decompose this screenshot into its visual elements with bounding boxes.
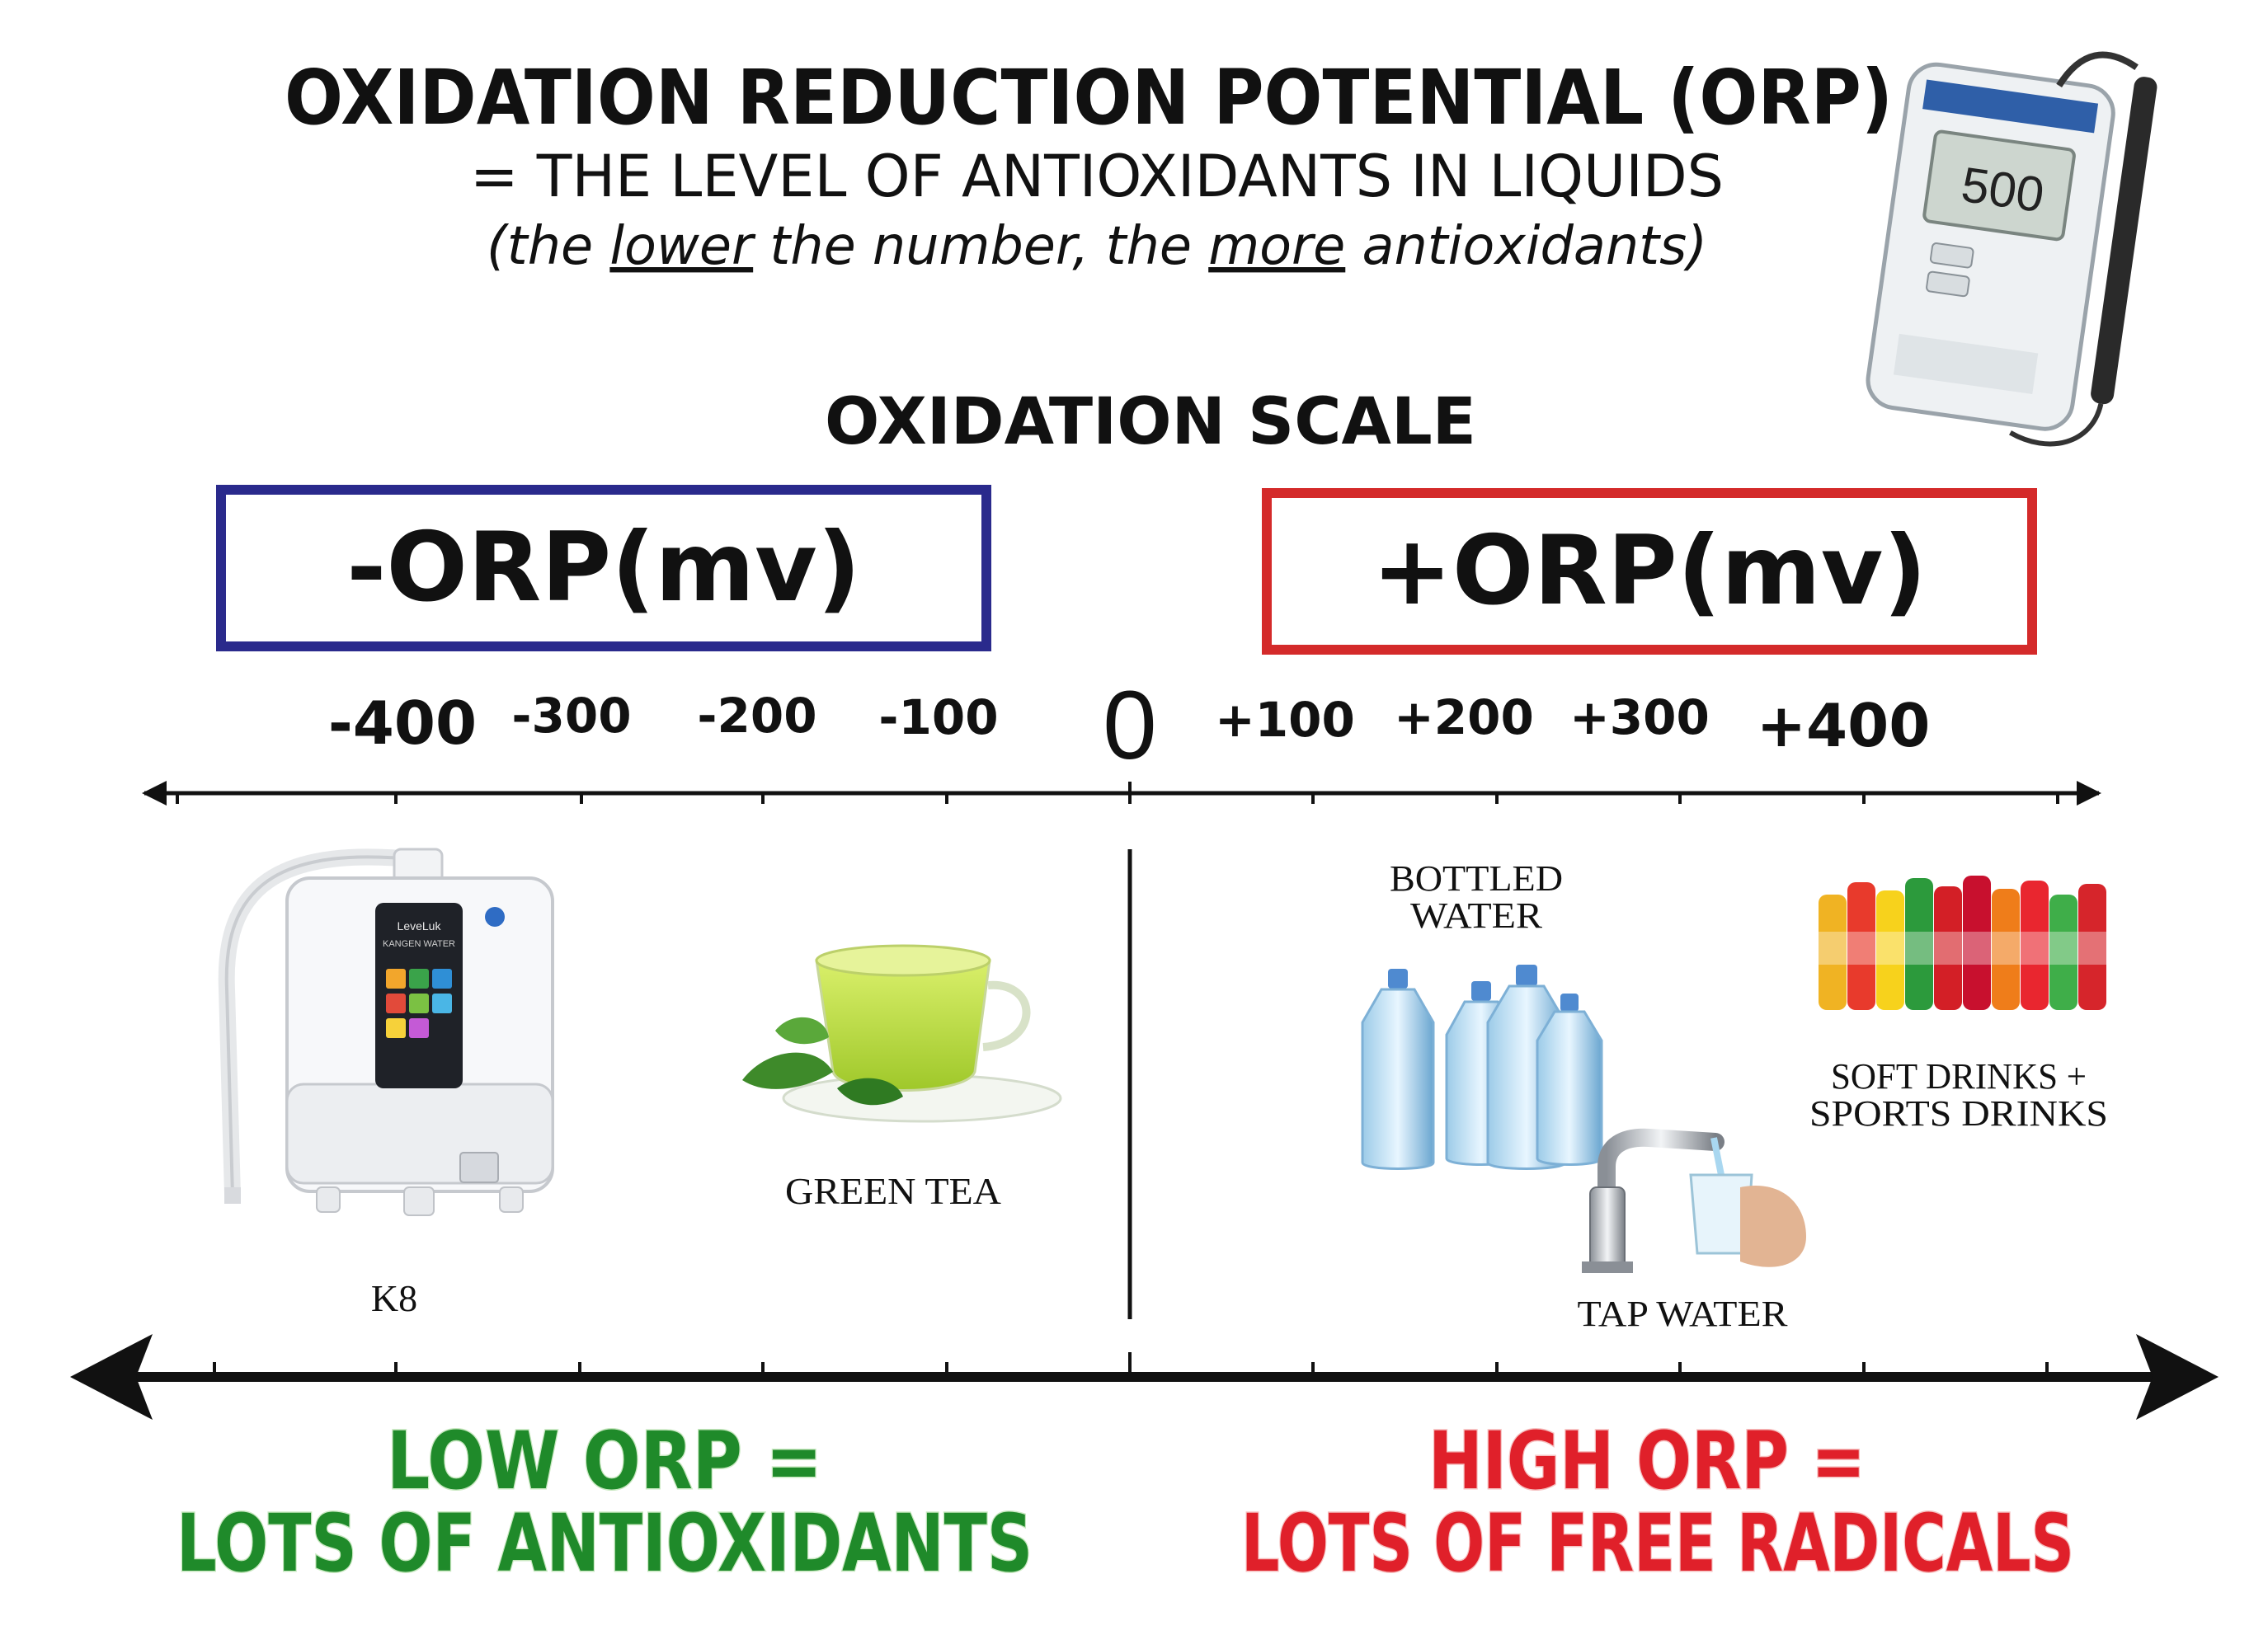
tick-label-pos200: +200 xyxy=(1394,689,1534,745)
soft-drinks-label-line1: SOFT DRINKS + xyxy=(1831,1056,2087,1097)
bottled-water-label-line1: BOTTLED xyxy=(1390,858,1563,899)
high-orp-line2: LOTS OF FREE RADICALS xyxy=(1241,1497,2074,1590)
low-orp-line1: LOW ORP = xyxy=(387,1415,822,1507)
header-note: (the lower the number, the more antioxid… xyxy=(487,216,1707,277)
negative-orp-label: -ORP(mv) xyxy=(346,512,861,623)
upper-scale-ticks xyxy=(176,782,2059,804)
high-orp-caption: HIGH ORP = LOTS OF FREE RADICALS xyxy=(1240,1414,2076,1591)
lower-axis-right-arrowhead xyxy=(2136,1334,2219,1420)
bottled-water-label-line2: WATER xyxy=(1410,895,1543,936)
soft-drinks-image xyxy=(1814,876,2111,1010)
note-open: (the xyxy=(487,216,609,277)
tap-water-image xyxy=(1582,1128,1806,1273)
tick-label-pos400: +400 xyxy=(1757,691,1931,760)
low-orp-caption: LOW ORP = LOTS OF ANTIOXIDANTS xyxy=(176,1414,1034,1591)
scale-title: OXIDATION SCALE xyxy=(825,385,1476,459)
tick-label-zero: 0 xyxy=(1103,671,1157,780)
note-mid: the number, the xyxy=(753,216,1208,277)
meter-display: 500 xyxy=(1958,157,2047,223)
note-lower: lower xyxy=(609,216,755,277)
header-title: OXIDATION REDUCTION POTENTIAL (ORP) xyxy=(285,54,1893,142)
k8-label: K8 xyxy=(371,1277,417,1319)
tick-label-neg400: -400 xyxy=(328,688,477,758)
tick-label-pos100: +100 xyxy=(1215,692,1355,748)
bottled-water-image xyxy=(1361,965,1603,1170)
soft-drinks-label-line2: SPORTS DRINKS xyxy=(1809,1093,2108,1134)
note-close: antioxidants) xyxy=(1345,216,1707,277)
tick-label-neg100: -100 xyxy=(878,689,998,745)
machine-product: KANGEN WATER xyxy=(383,939,455,949)
lower-axis-left-arrowhead xyxy=(70,1334,153,1420)
lower-scale-ticks xyxy=(213,1352,2049,1377)
tap-water-label: TAP WATER xyxy=(1578,1294,1789,1334)
green-tea-image xyxy=(742,944,1062,1123)
note-more: more xyxy=(1208,216,1345,277)
high-orp-line1: HIGH ORP = xyxy=(1428,1415,1866,1507)
header-subtitle: = THE LEVEL OF ANTIOXIDANTS IN LIQUIDS xyxy=(470,143,1724,210)
machine-brand: LeveLuk xyxy=(398,919,442,933)
positive-orp-box xyxy=(1262,488,2037,655)
tick-label-pos300: +300 xyxy=(1569,689,1710,745)
scale-tick-labels: -400 -300 -200 -100 0 +100 +200 +300 +40… xyxy=(328,671,1930,780)
kangen-k8-machine-image: LeveLuk KANGEN WATER xyxy=(218,848,554,1216)
positive-orp-label: +ORP(mv) xyxy=(1372,515,1927,627)
low-orp-line2: LOTS OF ANTIOXIDANTS xyxy=(176,1497,1033,1590)
orp-meter-image: 500 xyxy=(1866,51,2157,447)
tick-label-neg300: -300 xyxy=(511,688,631,744)
tick-label-neg200: -200 xyxy=(697,688,816,744)
green-tea-label: GREEN TEA xyxy=(785,1170,1001,1212)
negative-orp-box xyxy=(216,485,991,651)
